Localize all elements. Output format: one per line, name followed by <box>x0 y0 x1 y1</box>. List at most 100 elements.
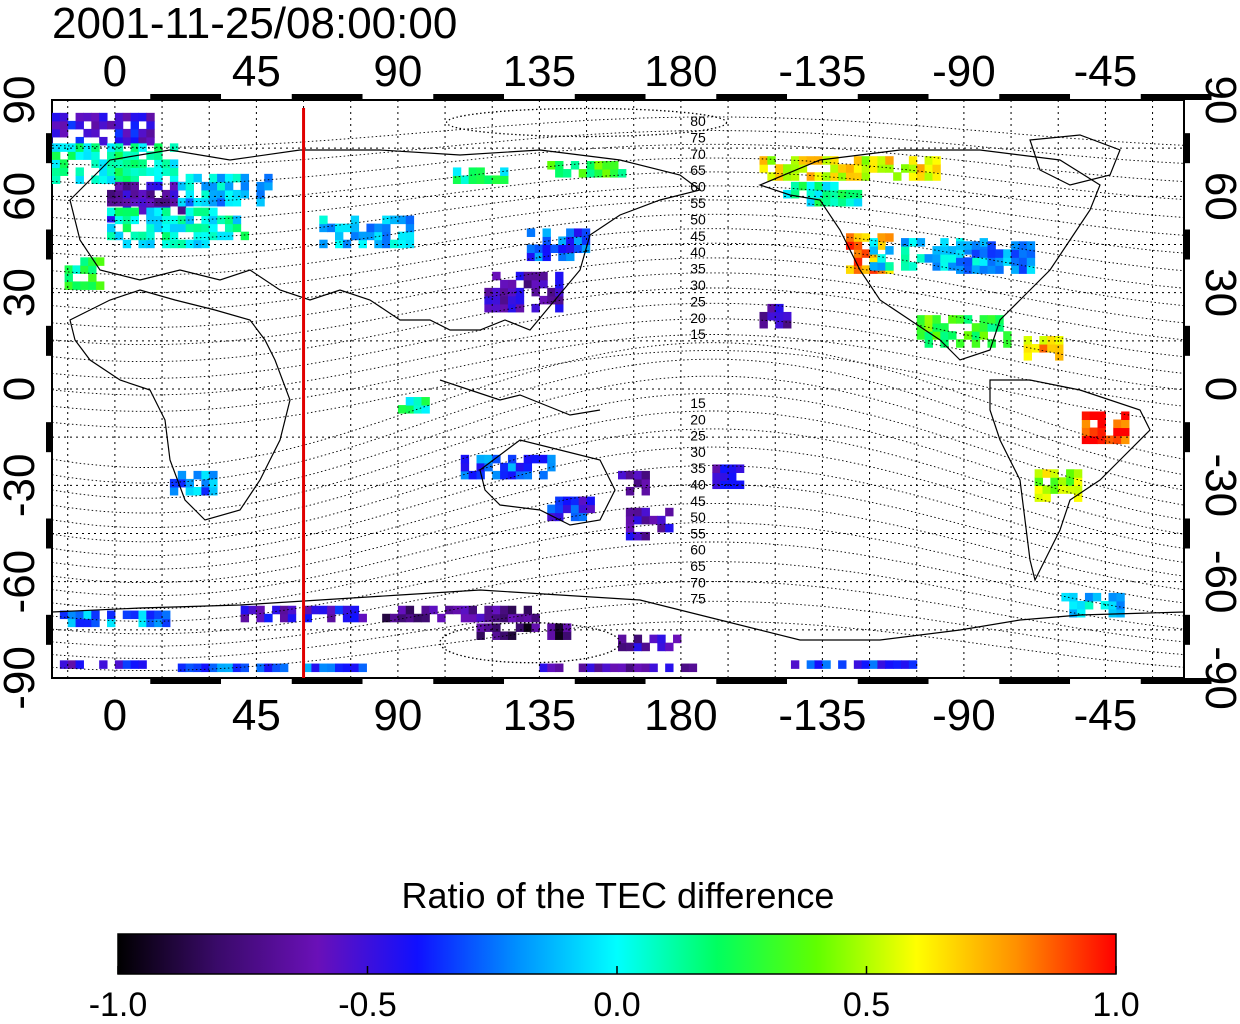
axis-bar-tick <box>574 94 646 100</box>
latitude-tick-label: -60 <box>1196 550 1240 614</box>
contour-line <box>52 171 1184 222</box>
axis-bar-tick <box>150 94 222 100</box>
contour-label-south: 60 <box>690 542 706 558</box>
contour-label-south: 70 <box>690 574 706 590</box>
contour-label-south: 55 <box>690 525 706 541</box>
contour-line <box>52 157 1184 203</box>
contour-line <box>52 302 1184 379</box>
longitude-tick-label: 45 <box>232 691 281 740</box>
axis-bar-tick <box>46 614 52 645</box>
contour-line <box>52 465 1184 570</box>
coastline-greenland <box>1029 134 1121 186</box>
latitude-tick-label: -90 <box>0 646 44 710</box>
latitude-tick-label: 90 <box>0 76 44 125</box>
longitude-tick-label: -135 <box>778 47 866 96</box>
contour-line <box>52 350 1184 428</box>
longitude-tick-label: 45 <box>232 47 281 96</box>
value-patch <box>759 156 941 181</box>
contour-line <box>52 446 1184 557</box>
value-patch <box>59 660 147 669</box>
value-patch <box>476 623 572 640</box>
value-patch <box>177 173 273 207</box>
contour-line <box>52 213 1184 276</box>
value-patch <box>1061 592 1125 618</box>
value-patch <box>52 112 155 146</box>
axis-bar-tick <box>999 678 1071 684</box>
contour-ellipse-north <box>445 107 728 138</box>
contour-label-north: 15 <box>690 326 706 342</box>
contour-label-north: 30 <box>690 277 706 293</box>
axis-bar-tick <box>1184 422 1190 453</box>
contour-line <box>52 541 1184 622</box>
axis-bar-tick <box>574 678 646 684</box>
contour-line <box>52 272 1184 346</box>
contour-label-north: 75 <box>690 129 706 145</box>
contour-label-south: 50 <box>690 509 706 525</box>
coastline-indonesia <box>439 379 601 416</box>
latitude-tick-label: -30 <box>0 454 44 518</box>
contour-line <box>52 522 1184 610</box>
latitude-tick-label: -90 <box>1196 646 1240 710</box>
axis-bar-tick <box>1184 518 1190 549</box>
coastlines <box>52 134 1184 641</box>
contour-line <box>52 334 1184 412</box>
axis-bar-tick <box>857 94 929 100</box>
longitude-tick-label: 0 <box>103 47 127 96</box>
contour-line <box>52 199 1184 258</box>
longitude-tick-label: -135 <box>778 691 866 740</box>
longitude-tick-label: 135 <box>503 691 576 740</box>
latitude-tick-label: 30 <box>0 268 44 317</box>
longitude-tick-label: 0 <box>103 691 127 740</box>
axis-bar-tick <box>1184 133 1190 164</box>
top-longitude-tick-labels: 0 45 90 135 180 -135 -90 -45 <box>103 47 1212 100</box>
contour-label-south: 65 <box>690 558 706 574</box>
longitude-tick-label: -90 <box>932 691 996 740</box>
contour-line <box>52 185 1184 240</box>
axis-bar-tick <box>291 678 363 684</box>
latitude-tick-label: 60 <box>0 172 44 221</box>
value-patch <box>107 207 250 249</box>
axis-bar-tick <box>46 325 52 356</box>
value-patch <box>64 257 105 290</box>
value-patch <box>59 610 171 628</box>
contour-label-north: 35 <box>690 261 706 277</box>
axis-bar-tick <box>46 133 52 164</box>
contour-label-north: 55 <box>690 195 706 211</box>
map-plot-area: 8075706560555045403530252015152025303540… <box>51 99 1185 679</box>
coastline-south-america <box>989 379 1151 582</box>
contour-label-north: 50 <box>690 211 706 227</box>
coastline-europe-africa <box>69 289 291 521</box>
axis-bar-tick <box>291 94 363 100</box>
contour-line <box>52 483 1184 584</box>
bottom-longitude-tick-labels: 0 45 90 135 180 -135 -90 -45 <box>103 678 1212 740</box>
contour-label-south: 20 <box>690 411 706 427</box>
colorbar-title: Ratio of the TEC difference <box>402 875 835 916</box>
colorbar-tick-label: -0.5 <box>338 986 397 1024</box>
value-patch <box>397 397 430 414</box>
contour-label-north: 40 <box>690 244 706 260</box>
contour-line <box>52 428 1184 543</box>
contour-label-north: 70 <box>690 146 706 162</box>
contour-label-south: 35 <box>690 460 706 476</box>
value-patch <box>382 605 540 623</box>
contour-label-north: 60 <box>690 179 706 195</box>
contour-line <box>52 358 1184 484</box>
value-patch <box>712 464 745 490</box>
map-title: 2001-11-25/08:00:00 <box>52 0 457 48</box>
contour-line <box>52 561 1184 635</box>
latitude-tick-label: -30 <box>1196 454 1240 518</box>
axis-bar-tick <box>857 678 929 684</box>
coastline-antarctica <box>52 589 1184 641</box>
longitude-tick-label: 180 <box>644 47 717 96</box>
axis-bar-tick <box>999 94 1071 100</box>
contour-label-south: 25 <box>690 428 706 444</box>
latitude-tick-label: 0 <box>1196 377 1240 401</box>
colorbar-tick-labels: -1.0 -0.5 0.0 0.5 1.0 <box>89 966 1140 1024</box>
contour-line <box>52 242 1184 311</box>
contour-line <box>52 620 1184 671</box>
axis-bar-tick <box>1140 678 1212 684</box>
axis-bar-tick <box>1140 94 1212 100</box>
contour-line <box>52 342 1184 468</box>
longitude-tick-label: 90 <box>373 47 422 96</box>
contour-label-north: 65 <box>690 162 706 178</box>
